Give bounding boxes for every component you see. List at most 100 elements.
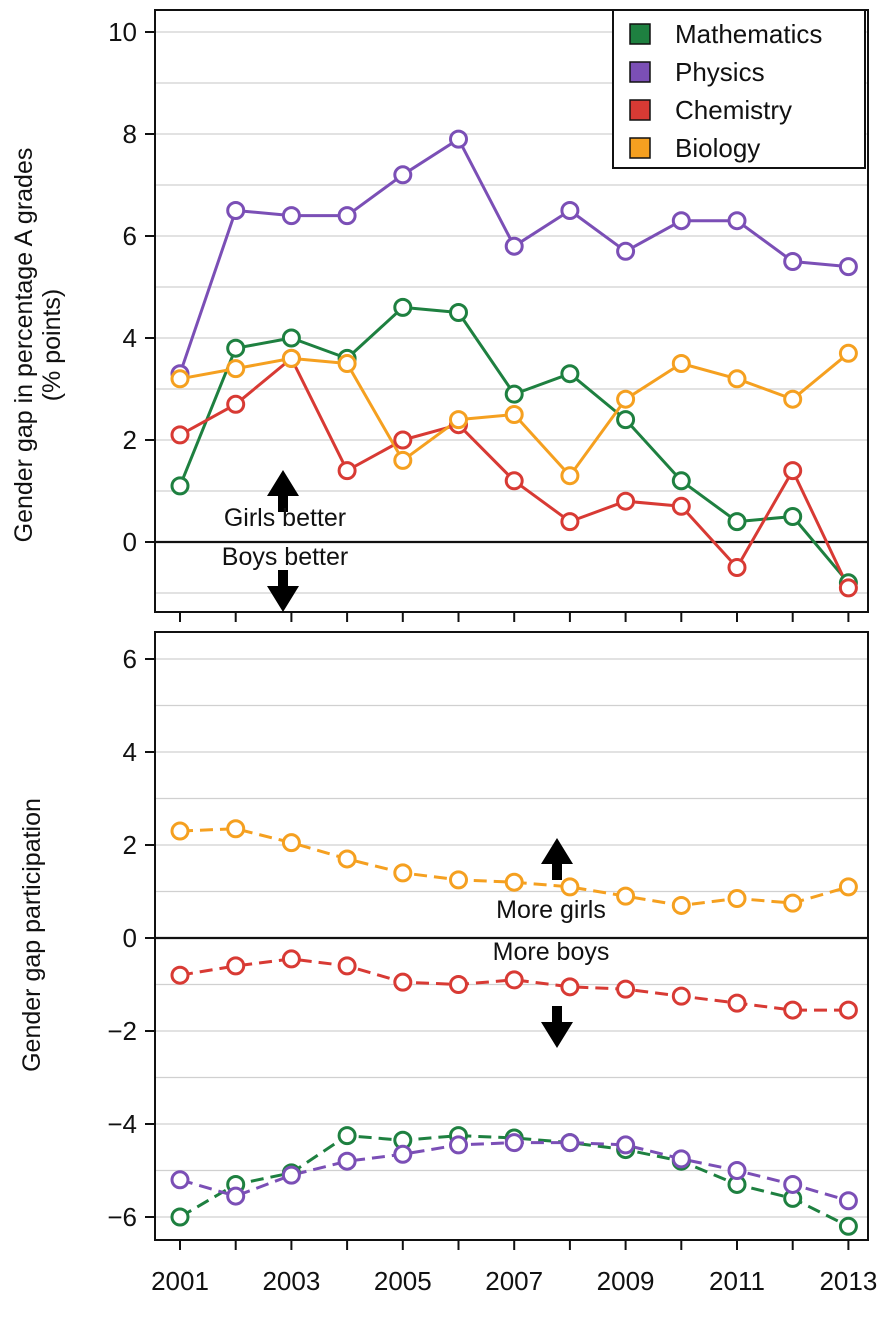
data-point-physics [226, 1186, 246, 1206]
data-point-chemistry [226, 394, 246, 414]
legend-swatch-mathematics [629, 23, 651, 45]
data-point-physics [504, 236, 524, 256]
data-point-chemistry [504, 471, 524, 491]
data-point-chemistry [226, 956, 246, 976]
data-point-mathematics [449, 303, 468, 322]
data-point-biology [838, 877, 858, 897]
x-tick-label: 2003 [262, 1266, 320, 1296]
data-point-physics [727, 211, 747, 231]
data-point-physics [281, 1165, 301, 1185]
data-point-chemistry [783, 461, 803, 481]
data-point-biology [783, 893, 803, 913]
data-point-biology [226, 359, 246, 379]
y-tick-label: 2 [123, 830, 137, 860]
data-point-chemistry [616, 979, 636, 999]
data-point-biology [560, 466, 580, 486]
data-point-chemistry [671, 496, 691, 516]
data-point-biology [449, 410, 468, 430]
legend-label-biology: Biology [675, 133, 760, 163]
data-point-chemistry [560, 977, 580, 997]
data-point-biology [393, 863, 413, 883]
up-arrow-icon [541, 838, 573, 880]
legend-swatch-biology [629, 137, 651, 159]
data-point-mathematics [560, 364, 580, 384]
down-arrow-icon [267, 570, 299, 612]
data-point-mathematics [838, 1216, 858, 1236]
annotation-up: Girls better [224, 504, 346, 532]
data-point-chemistry [671, 986, 691, 1006]
legend-swatch-physics [629, 61, 651, 83]
data-point-chemistry [393, 430, 413, 450]
y-tick-label: 4 [123, 323, 137, 353]
data-point-physics [616, 241, 636, 261]
data-point-physics [226, 201, 246, 220]
data-point-biology [337, 354, 357, 373]
panel-participation: −6 −4 −2 0 2 4 6 Gender gap participation 2001 20… [18, 631, 877, 1296]
data-point-biology [616, 886, 636, 906]
data-point-mathematics [170, 476, 190, 496]
data-point-physics [560, 1133, 580, 1153]
x-tick-label: 2005 [374, 1266, 432, 1296]
data-point-physics [337, 206, 357, 226]
x-tick-label: 2009 [597, 1266, 655, 1296]
data-point-physics [337, 1151, 357, 1171]
data-point-mathematics [393, 297, 413, 317]
data-point-biology [504, 872, 524, 892]
data-point-biology [337, 849, 357, 869]
x-tick-label: 2001 [151, 1266, 209, 1296]
y-axis-label: Gender gap participation [18, 798, 46, 1072]
data-point-physics [783, 1174, 803, 1194]
data-point-physics [616, 1135, 636, 1155]
data-point-mathematics [616, 410, 636, 430]
x-tick-label: 2007 [485, 1266, 543, 1296]
data-point-chemistry [727, 558, 747, 577]
data-point-biology [783, 389, 803, 409]
y-tick-label: −6 [107, 1202, 137, 1232]
data-point-mathematics [504, 384, 524, 404]
data-point-chemistry [560, 512, 580, 532]
legend-swatch-chemistry [629, 99, 651, 121]
data-point-biology [226, 819, 246, 839]
data-point-chemistry [783, 1000, 803, 1020]
data-point-chemistry [337, 956, 357, 976]
y-tick-label: 6 [123, 644, 137, 674]
data-point-biology [449, 870, 468, 890]
legend-box [612, 9, 866, 169]
annotation-down: More boys [493, 938, 610, 966]
data-point-physics [281, 206, 301, 226]
data-point-mathematics [727, 512, 747, 532]
plot-frame [154, 9, 869, 613]
series-line-biology [179, 827, 849, 907]
data-point-biology [281, 348, 301, 368]
data-point-mathematics [226, 338, 246, 358]
data-point-mathematics [337, 1126, 357, 1146]
data-point-biology [838, 343, 858, 363]
data-point-chemistry [838, 578, 858, 598]
legend-label-chemistry: Chemistry [675, 95, 792, 125]
data-point-chemistry [393, 972, 413, 992]
data-point-chemistry [449, 975, 468, 994]
x-tick-label: 2013 [819, 1266, 877, 1296]
data-point-physics [449, 1135, 468, 1155]
data-point-chemistry [838, 1000, 858, 1020]
data-point-physics [671, 211, 691, 231]
y-tick-label: 10 [108, 17, 137, 47]
data-point-biology [671, 354, 691, 373]
x-tick-label: 2011 [709, 1266, 765, 1296]
y-tick-label: −2 [107, 1016, 137, 1046]
y-axis-label: Gender gap in percentage A grades [10, 148, 38, 543]
down-arrow-icon [541, 1006, 573, 1048]
data-point-chemistry [337, 461, 357, 481]
y-tick-label: 4 [123, 737, 137, 767]
data-point-chemistry [616, 491, 636, 511]
data-point-chemistry [727, 993, 747, 1013]
data-point-chemistry [504, 970, 524, 990]
data-point-biology [170, 369, 190, 389]
y-axis-label: (% points) [38, 289, 66, 402]
y-tick-label: 8 [123, 119, 137, 149]
y-tick-label: 0 [123, 527, 137, 557]
y-tick-label: 2 [123, 425, 137, 455]
data-point-physics [838, 1191, 858, 1211]
data-point-physics [449, 129, 468, 149]
